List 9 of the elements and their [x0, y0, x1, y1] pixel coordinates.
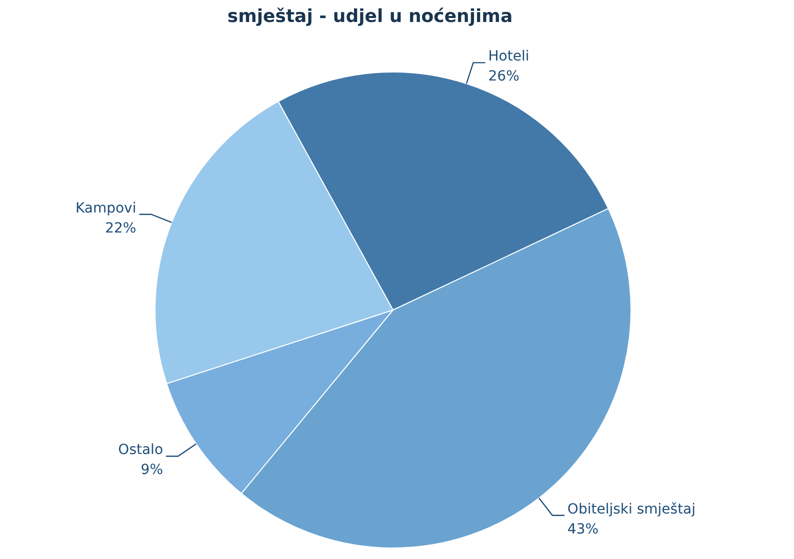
slice-label: Obiteljski smještaj — [567, 501, 696, 518]
slice-label: Ostalo — [118, 442, 164, 458]
data-label: 9% — [140, 462, 164, 478]
chart-title: smještaj - udjel u noćenjima — [227, 6, 513, 27]
data-label: 43% — [567, 521, 599, 538]
data-label: 26% — [488, 68, 520, 85]
data-label: 22% — [105, 220, 136, 236]
slice-label: Hoteli — [488, 48, 530, 65]
slice-label: Kampovi — [75, 200, 136, 216]
